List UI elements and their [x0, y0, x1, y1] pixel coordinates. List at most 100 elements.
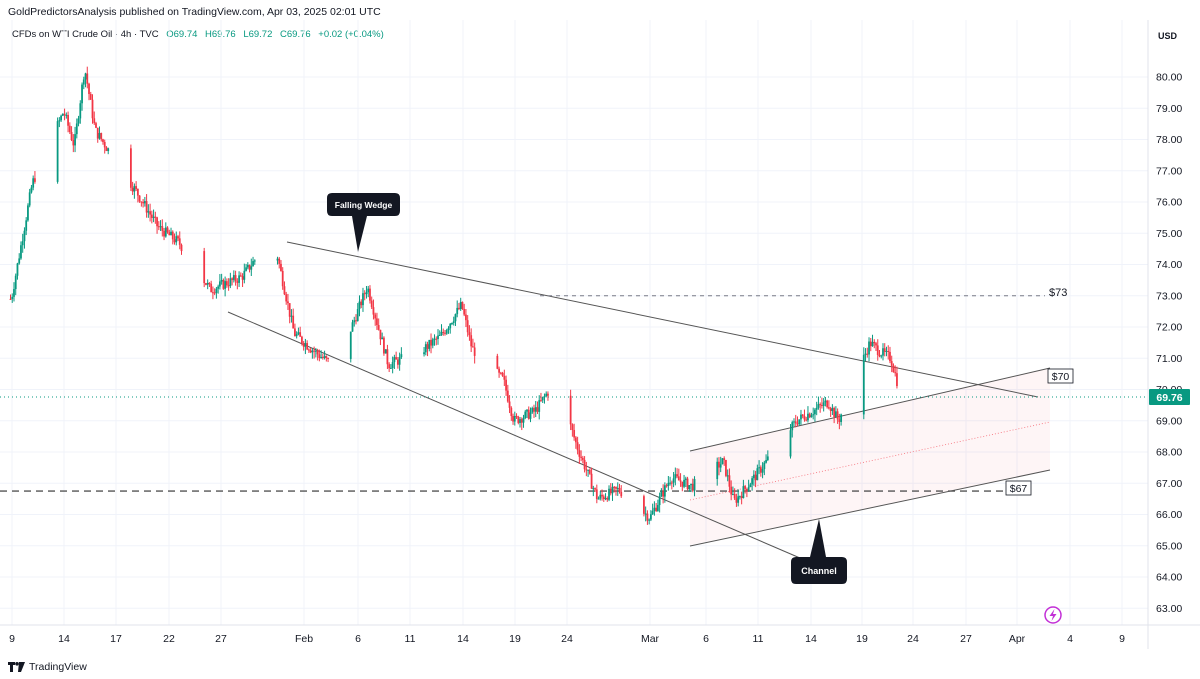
- candle: [836, 408, 839, 424]
- candle: [526, 409, 528, 419]
- candle-body: [592, 488, 595, 490]
- candle-body: [164, 227, 167, 237]
- lightning-icon[interactable]: [1044, 606, 1062, 624]
- candle-body: [81, 84, 83, 104]
- time-tick-label: 19: [856, 633, 868, 645]
- candle: [213, 288, 216, 296]
- candle-body: [759, 467, 762, 473]
- candle: [643, 494, 645, 517]
- candle-body: [793, 421, 795, 423]
- candle-body: [533, 407, 535, 412]
- candle: [613, 485, 616, 493]
- candle-body: [725, 459, 727, 476]
- candle: [243, 263, 246, 284]
- candle-body: [320, 356, 322, 358]
- candle-body: [752, 474, 755, 479]
- candle-body: [581, 457, 584, 460]
- candle-body: [754, 474, 757, 481]
- candle: [238, 271, 240, 287]
- candle: [107, 147, 110, 155]
- tradingview-footer[interactable]: TradingView: [8, 658, 87, 676]
- candle: [691, 478, 694, 493]
- candle: [369, 285, 371, 304]
- candle: [883, 343, 886, 357]
- candle-body: [154, 216, 157, 218]
- price-tick-label: 77.00: [1156, 165, 1182, 177]
- candle-body: [814, 409, 816, 415]
- candle: [838, 413, 841, 430]
- candle: [157, 221, 160, 231]
- candle: [810, 412, 813, 418]
- candle-body: [239, 275, 242, 277]
- candle-body: [355, 320, 357, 322]
- candle: [686, 476, 689, 491]
- symbol-legend: CFDs on WTI Crude Oil · 4h · TVC O69.74 …: [12, 29, 384, 40]
- candle-body: [465, 314, 467, 321]
- candle-body: [250, 266, 253, 270]
- candle: [466, 315, 469, 337]
- candle: [505, 375, 507, 396]
- candle: [796, 416, 799, 427]
- candle: [129, 144, 132, 192]
- low-value: L69.72: [243, 29, 273, 40]
- candle-body: [650, 514, 652, 520]
- candle: [227, 278, 230, 291]
- candle: [95, 121, 97, 129]
- candle: [683, 474, 685, 489]
- candle: [442, 328, 445, 336]
- candle-body: [349, 331, 352, 359]
- candle: [56, 117, 59, 184]
- candle-body: [91, 99, 94, 119]
- candle: [208, 282, 211, 287]
- candle-body: [356, 309, 359, 322]
- candle: [604, 493, 607, 501]
- candle-body: [644, 513, 647, 515]
- candle: [379, 329, 382, 346]
- candle-body: [445, 330, 448, 334]
- time-tick-label: 27: [215, 633, 227, 645]
- candle: [218, 274, 221, 290]
- candle: [547, 391, 549, 401]
- candle-body: [138, 195, 141, 202]
- candle-body: [65, 114, 68, 116]
- candle-body: [353, 320, 356, 323]
- candle: [878, 349, 881, 358]
- candle-body: [395, 357, 398, 360]
- candle-body: [384, 349, 387, 354]
- candle-body: [288, 303, 291, 317]
- candle-body: [161, 226, 164, 231]
- candle: [252, 256, 254, 267]
- candle: [684, 476, 687, 487]
- candle: [667, 476, 670, 491]
- candle: [831, 404, 834, 415]
- candle: [449, 322, 452, 334]
- candle: [323, 350, 326, 360]
- candle: [728, 468, 731, 493]
- level-67-box: [1005, 480, 1032, 496]
- candle: [808, 412, 811, 419]
- candle-body: [103, 141, 106, 148]
- candle: [372, 299, 375, 320]
- time-tick-label: 9: [9, 633, 15, 645]
- candle-body: [220, 280, 223, 282]
- candle-body: [789, 430, 792, 457]
- candle-body: [11, 296, 14, 299]
- price-tick-label: 75.00: [1156, 228, 1182, 240]
- candle-body: [292, 315, 295, 329]
- candle-body: [588, 469, 591, 474]
- candle: [670, 480, 673, 490]
- candle-body: [210, 283, 213, 293]
- candle-body: [805, 419, 808, 421]
- candle: [362, 287, 364, 312]
- candle: [381, 332, 384, 340]
- candle-body: [679, 480, 682, 482]
- candle-body: [376, 318, 378, 326]
- candle: [602, 494, 605, 502]
- candle-body: [663, 485, 666, 497]
- candle: [465, 308, 467, 328]
- candle: [882, 343, 884, 361]
- candle: [751, 476, 754, 491]
- candle: [232, 270, 235, 283]
- candle: [70, 126, 73, 142]
